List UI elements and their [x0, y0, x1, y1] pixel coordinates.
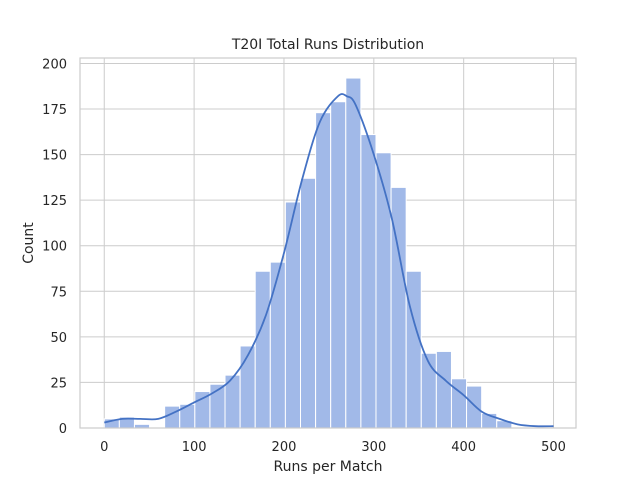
- histogram-bar: [269, 261, 286, 429]
- y-tick-label: 175: [42, 103, 67, 118]
- histogram-bar: [360, 134, 377, 429]
- y-tick-label: 100: [42, 240, 67, 255]
- y-tick-label: 200: [42, 57, 67, 72]
- y-tick-labels: 0 25 50 75 100 125 150 175 200: [42, 57, 67, 437]
- x-tick-label: 300: [361, 440, 386, 455]
- histogram-bar: [254, 270, 271, 429]
- histogram-bar: [194, 391, 211, 429]
- chart-title: T20I Total Runs Distribution: [231, 37, 424, 53]
- histogram-bar: [239, 345, 256, 429]
- histogram-bar: [164, 405, 181, 429]
- histogram-bar: [420, 352, 437, 429]
- x-tick-label: 200: [272, 440, 297, 455]
- y-axis-label: Count: [21, 222, 37, 264]
- x-tick-label: 400: [451, 440, 476, 455]
- histogram-bar: [435, 350, 452, 429]
- histogram-bar: [330, 101, 347, 429]
- histogram-bar: [315, 112, 332, 429]
- x-tick-label: 0: [100, 440, 108, 455]
- x-tick-label: 100: [182, 440, 207, 455]
- kde-curve: [104, 93, 554, 428]
- y-tick-label: 150: [42, 149, 67, 164]
- x-axis-label: Runs per Match: [273, 459, 382, 475]
- histogram-bar: [450, 378, 468, 429]
- plot-frame: [79, 57, 577, 429]
- histogram-bar: [300, 177, 317, 429]
- y-tick-label: 0: [59, 422, 67, 437]
- y-tick-label: 75: [50, 285, 67, 300]
- histogram-bars: [103, 77, 513, 429]
- x-tick-label: 500: [541, 440, 566, 455]
- histogram-bar: [345, 77, 362, 429]
- x-tick-labels: 0 100 200 300 400 500: [100, 440, 566, 455]
- histogram-bar: [375, 152, 392, 429]
- y-tick-label: 125: [42, 194, 67, 209]
- y-tick-label: 50: [50, 331, 67, 346]
- histogram-bar: [466, 385, 483, 429]
- y-tick-label: 25: [50, 376, 67, 391]
- histogram-bar: [405, 270, 422, 429]
